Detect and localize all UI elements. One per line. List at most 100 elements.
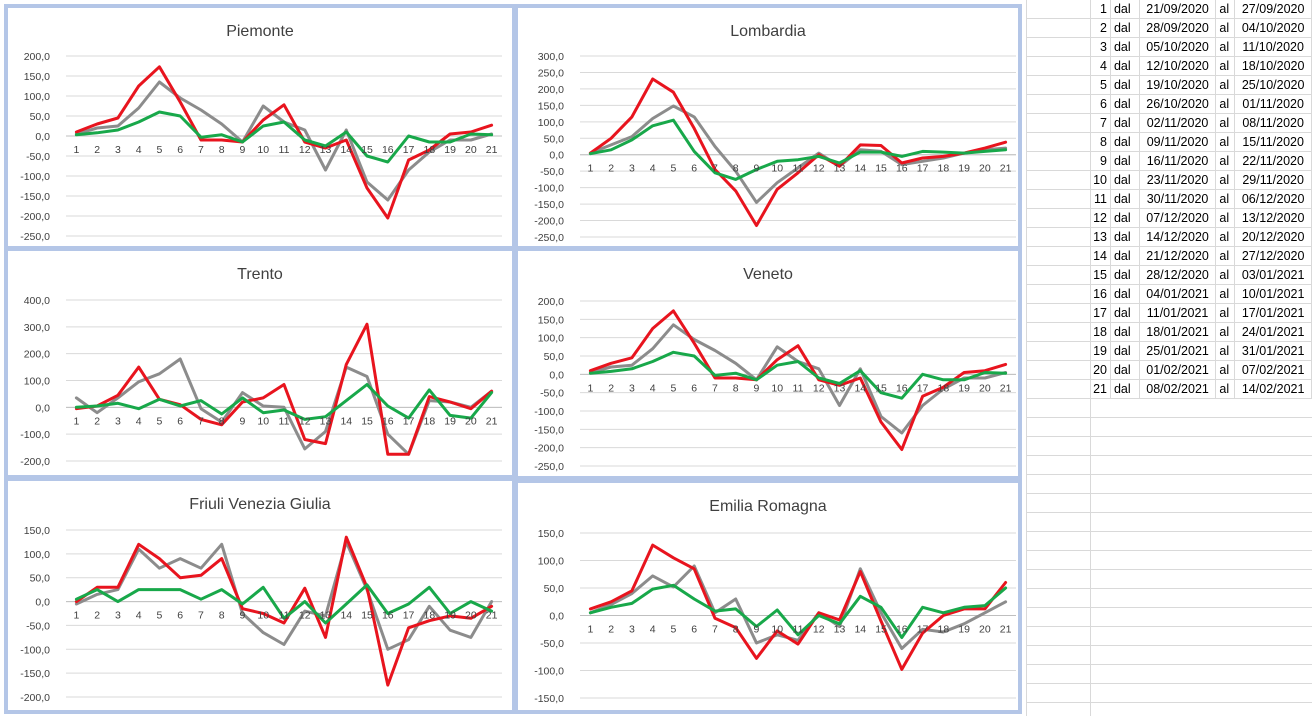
x-tick-label: 7 (198, 144, 204, 156)
row-start-date: 14/12/2020 (1139, 227, 1217, 247)
row-start-date: 19/10/2020 (1139, 75, 1217, 95)
series-line-red (74, 65, 494, 220)
x-tick-label: 12 (813, 624, 825, 636)
row-start-date: 09/11/2020 (1139, 132, 1217, 152)
x-tick-label: 5 (671, 382, 677, 394)
x-tick-label: 11 (279, 144, 290, 156)
y-tick-label: 50,0 (30, 573, 51, 585)
chart-title: Trento (237, 266, 283, 283)
x-tick-label: 14 (854, 163, 866, 175)
x-tick-label: 4 (136, 610, 142, 622)
x-tick-label: 6 (177, 610, 183, 622)
x-tick-label: 1 (73, 415, 79, 427)
x-tick-label: 3 (115, 144, 121, 156)
y-tick-label: -250,0 (534, 461, 564, 473)
week-date-table: 1 dal 21/09/2020 al 27/09/2020 2 dal 28/09/2020… (1090, 0, 1312, 399)
x-tick-label: 18 (423, 144, 435, 156)
row-dal: dal (1110, 37, 1140, 57)
chart-friuli-venezia-giulia[interactable]: Friuli Venezia Giulia 150,0 100,0 50,0 0,0 -5… (4, 477, 516, 714)
x-tick-label: 17 (917, 624, 929, 636)
y-tick-label: -50,0 (540, 638, 564, 650)
x-tick-label: 6 (691, 163, 697, 175)
series-line-gray (74, 540, 494, 651)
chart-piemonte[interactable]: Piemonte 200,0 150,0 100,0 50,0 0,0 -50,0 -100,… (4, 4, 516, 250)
y-tick-label: 100,0 (24, 376, 50, 388)
y-tick-label: 150,0 (538, 528, 564, 540)
row-end-date: 11/10/2020 (1234, 37, 1312, 57)
row-dal: dal (1110, 379, 1140, 399)
row-dal: dal (1110, 303, 1140, 323)
y-tick-label: -150,0 (534, 199, 564, 211)
y-tick-label: 100,0 (24, 549, 50, 561)
x-tick-label: 4 (136, 415, 142, 427)
y-tick-label: 150,0 (538, 314, 564, 326)
y-tick-label: -200,0 (20, 692, 50, 704)
x-tick-label: 20 (979, 382, 991, 394)
row-end-date: 14/02/2021 (1234, 379, 1312, 399)
row-number: 10 (1090, 170, 1111, 190)
y-tick-label: -50,0 (540, 388, 564, 400)
row-al: al (1215, 303, 1236, 323)
x-tick-label: 1 (73, 144, 79, 156)
row-dal: dal (1110, 132, 1140, 152)
x-tick-label: 2 (94, 144, 100, 156)
x-tick-label: 18 (423, 610, 435, 622)
x-tick-label: 5 (157, 610, 163, 622)
chart-lombardia[interactable]: Lombardia 300,0 250,0 200,0 150,0 100,0 50,0 0,… (514, 4, 1022, 250)
row-al: al (1215, 284, 1236, 304)
x-tick-label: 7 (198, 610, 204, 622)
row-start-date: 02/11/2020 (1139, 113, 1217, 133)
row-start-date: 23/11/2020 (1139, 170, 1217, 190)
x-tick-label: 10 (257, 144, 269, 156)
y-tick-label: -200,0 (20, 211, 50, 223)
y-tick-label: 0,0 (35, 597, 50, 609)
x-tick-label: 3 (115, 415, 121, 427)
x-tick-label: 8 (219, 144, 225, 156)
x-tick-label: 2 (94, 415, 100, 427)
x-tick-label: 19 (444, 144, 456, 156)
y-tick-label: 100,0 (538, 333, 564, 345)
table-row: 17 dal 11/01/2021 al 17/01/2021 (1090, 303, 1312, 323)
row-dal: dal (1110, 284, 1140, 304)
x-tick-label: 18 (423, 415, 435, 427)
chart-title: Veneto (743, 266, 793, 283)
x-tick-label: 12 (299, 144, 311, 156)
series-line-green (74, 110, 494, 164)
row-number: 7 (1090, 113, 1111, 133)
row-number: 17 (1090, 303, 1111, 323)
row-al: al (1215, 113, 1236, 133)
row-al: al (1215, 0, 1236, 19)
y-tick-label: -250,0 (534, 232, 564, 244)
x-tick-label: 5 (671, 163, 677, 175)
row-start-date: 21/12/2020 (1139, 246, 1217, 266)
row-end-date: 27/09/2020 (1234, 0, 1312, 19)
chart-emilia-romagna[interactable]: Emilia Romagna 150,0 100,0 50,0 0,0 -50,0 -100… (514, 479, 1022, 714)
x-tick-label: 7 (712, 163, 718, 175)
row-number: 8 (1090, 132, 1111, 152)
x-tick-label: 17 (403, 415, 415, 427)
row-number: 9 (1090, 151, 1111, 171)
series-line-gray (74, 357, 494, 456)
y-tick-label: 250,0 (538, 67, 564, 79)
x-tick-label: 2 (608, 382, 614, 394)
y-tick-label: 50,0 (544, 351, 565, 363)
x-tick-label: 10 (771, 163, 783, 175)
row-end-date: 07/02/2021 (1234, 360, 1312, 380)
x-tick-label: 3 (115, 610, 121, 622)
chart-trento[interactable]: Trento 400,0 300,0 200,0 100,0 0,0 -100,0 -200,… (4, 247, 516, 479)
y-tick-label: -200,0 (20, 456, 50, 468)
x-tick-label: 3 (629, 624, 635, 636)
x-tick-label: 20 (979, 624, 991, 636)
x-tick-label: 9 (240, 144, 246, 156)
y-tick-label: 50,0 (30, 111, 51, 123)
row-al: al (1215, 208, 1236, 228)
row-number: 14 (1090, 246, 1111, 266)
row-dal: dal (1110, 75, 1140, 95)
y-tick-label: -50,0 (26, 620, 50, 632)
chart-veneto[interactable]: Veneto 200,0 150,0 100,0 50,0 0,0 -50,0 -100,0 -… (514, 247, 1022, 480)
x-tick-label: 2 (94, 610, 100, 622)
table-row: 3 dal 05/10/2020 al 11/10/2020 (1090, 37, 1312, 57)
x-tick-label: 4 (650, 624, 656, 636)
y-tick-label: 100,0 (538, 117, 564, 129)
chart-title: Emilia Romagna (709, 498, 826, 515)
